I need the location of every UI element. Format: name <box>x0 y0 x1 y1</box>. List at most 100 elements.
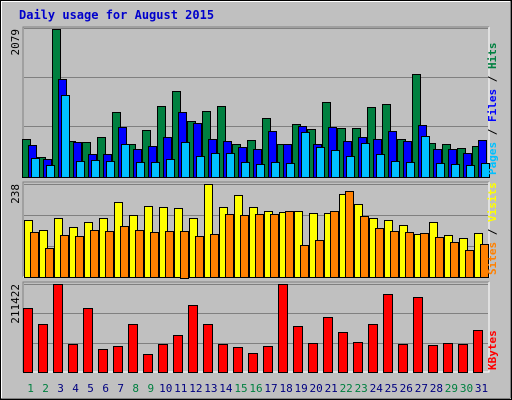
x-label-day-30: 30 <box>460 382 473 395</box>
chart-title: Daily usage for August 2015 <box>19 8 214 22</box>
bar-kbytes-day-18 <box>278 284 288 373</box>
bar-sites-day-17 <box>270 214 279 278</box>
panel-pages-files-hits: 2079 Pages / Files / Hits <box>9 26 499 178</box>
x-label-day-26: 26 <box>400 382 413 395</box>
bar-visits-day-19 <box>294 211 303 278</box>
bar-pages-day-19 <box>301 132 310 178</box>
x-label-day-27: 27 <box>415 382 428 395</box>
bar-kbytes-day-29 <box>443 343 453 373</box>
panel-kbytes: 211422 KBytes <box>9 281 499 373</box>
bar-kbytes-day-13 <box>203 324 213 373</box>
x-label-day-31: 31 <box>475 382 488 395</box>
x-label-day-6: 6 <box>102 382 109 395</box>
bar-kbytes-day-14 <box>218 344 228 373</box>
bar-pages-day-14 <box>226 153 235 178</box>
x-label-day-19: 19 <box>294 382 307 395</box>
bar-kbytes-day-11 <box>173 335 183 373</box>
bar-sites-day-14 <box>225 214 234 278</box>
bar-sites-day-11 <box>180 231 189 279</box>
bar-kbytes-day-30 <box>458 344 468 373</box>
bar-sites-day-12 <box>195 236 204 278</box>
bar-pages-day-15 <box>241 162 250 178</box>
bar-sites-day-29 <box>450 242 459 278</box>
bar-sites-day-18 <box>285 211 294 278</box>
x-label-day-15: 15 <box>234 382 247 395</box>
bar-pages-day-30 <box>466 165 475 178</box>
bar-kbytes-day-31 <box>473 330 483 373</box>
legend-entry: Pages <box>486 142 499 175</box>
plot-border-dark <box>22 26 489 177</box>
bar-kbytes-day-8 <box>128 324 138 373</box>
bar-kbytes-day-5 <box>83 308 93 373</box>
legend-pages-files-hits: Pages / Files / Hits <box>486 43 499 176</box>
bar-pages-day-4 <box>76 161 85 178</box>
bar-pages-day-28 <box>436 163 445 178</box>
bar-sites-day-25 <box>390 231 399 278</box>
x-label-day-21: 21 <box>325 382 338 395</box>
x-label-day-3: 3 <box>57 382 64 395</box>
bar-pages-day-25 <box>391 161 400 178</box>
bar-pages-day-9 <box>151 162 160 178</box>
bar-kbytes-day-10 <box>158 344 168 373</box>
bar-sites-day-3 <box>60 235 69 278</box>
bar-sites-day-26 <box>405 232 414 278</box>
bar-sites-day-5 <box>90 230 99 278</box>
x-label-day-16: 16 <box>249 382 262 395</box>
legend-entry: Sites <box>486 242 499 275</box>
bar-kbytes-day-20 <box>308 343 318 373</box>
bar-pages-day-6 <box>106 161 115 178</box>
x-label-day-22: 22 <box>340 382 353 395</box>
legend-entry: KBytes <box>486 330 499 370</box>
bar-pages-day-18 <box>286 163 295 178</box>
bar-sites-day-8 <box>135 230 144 278</box>
bar-kbytes-day-16 <box>248 353 258 373</box>
bar-kbytes-day-6 <box>98 349 108 373</box>
bar-kbytes-day-21 <box>323 317 333 373</box>
bar-pages-day-11 <box>181 142 190 178</box>
bar-sites-day-19 <box>300 245 309 278</box>
bar-sites-day-27 <box>420 233 429 278</box>
bar-kbytes-day-28 <box>428 345 438 373</box>
bar-sites-day-13 <box>210 234 219 278</box>
legend-visits-sites: Sites / Visits <box>486 182 499 275</box>
bar-kbytes-day-9 <box>143 354 153 373</box>
legend-entry: Visits <box>486 182 499 222</box>
bar-sites-day-22 <box>345 191 354 278</box>
bar-pages-day-2 <box>46 165 55 178</box>
bar-sites-day-31 <box>480 244 489 278</box>
bar-visits-day-13 <box>204 184 213 278</box>
bar-pages-day-12 <box>196 156 205 178</box>
x-label-day-8: 8 <box>132 382 139 395</box>
x-label-day-13: 13 <box>204 382 217 395</box>
x-label-day-29: 29 <box>445 382 458 395</box>
bar-pages-day-21 <box>331 150 340 178</box>
bar-sites-day-7 <box>120 226 129 278</box>
bar-sites-day-6 <box>105 231 114 278</box>
bar-pages-day-29 <box>451 164 460 178</box>
bar-sites-day-1 <box>30 232 39 278</box>
bar-sites-day-20 <box>315 240 324 278</box>
bar-kbytes-day-15 <box>233 347 243 373</box>
x-label-day-24: 24 <box>370 382 384 395</box>
bar-sites-day-21 <box>330 211 339 278</box>
x-label-day-25: 25 <box>385 382 398 395</box>
bar-pages-day-23 <box>361 143 370 178</box>
x-label-day-4: 4 <box>72 382 79 395</box>
bar-pages-day-5 <box>91 160 100 178</box>
bar-pages-day-8 <box>136 162 145 178</box>
bar-kbytes-day-19 <box>293 326 303 373</box>
bar-pages-day-17 <box>271 162 280 178</box>
bar-sites-day-10 <box>165 231 174 278</box>
bar-kbytes-day-22 <box>338 332 348 373</box>
legend-kbytes: KBytes <box>486 330 499 370</box>
bar-pages-day-3 <box>61 95 70 178</box>
x-label-day-10: 10 <box>159 382 172 395</box>
y-axis-max-label: 238 <box>9 184 22 204</box>
bar-kbytes-day-25 <box>383 294 393 373</box>
bar-pages-day-27 <box>421 136 430 178</box>
bar-sites-day-2 <box>45 248 54 278</box>
y-axis-max-label: 211422 <box>9 284 22 324</box>
bar-kbytes-day-1 <box>23 308 33 373</box>
x-label-day-2: 2 <box>42 382 49 395</box>
legend-entry: / <box>486 122 499 142</box>
